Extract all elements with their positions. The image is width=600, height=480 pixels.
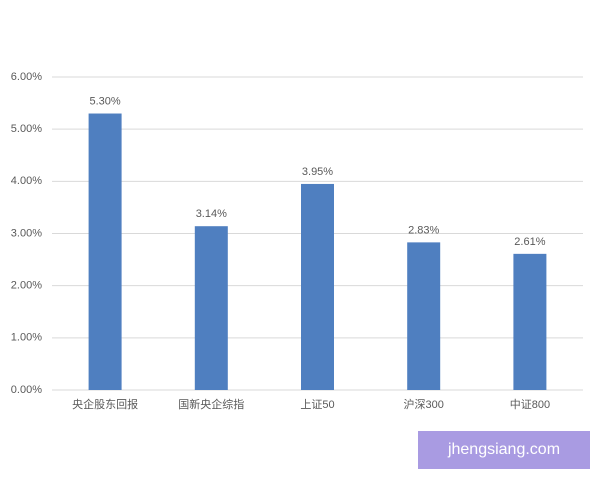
watermark-box xyxy=(418,431,590,469)
data-label: 5.30% xyxy=(89,95,120,107)
bar xyxy=(513,253,547,390)
y-tick-label: 3.00% xyxy=(11,227,42,239)
bar xyxy=(88,113,122,391)
bar xyxy=(194,226,228,390)
watermark: jhengsiang.com xyxy=(447,441,560,458)
bar xyxy=(407,242,441,390)
x-tick-label: 上证50 xyxy=(300,398,334,411)
y-tick-label: 4.00% xyxy=(11,175,42,187)
y-tick-label: 6.00% xyxy=(11,71,42,83)
x-tick-label: 国新央企综指 xyxy=(178,397,244,411)
data-label: 2.61% xyxy=(514,236,545,248)
y-tick-label: 5.00% xyxy=(11,123,42,135)
y-tick-label: 0.00% xyxy=(11,384,42,396)
bar xyxy=(301,183,334,390)
x-tick-label: 央企股东回报 xyxy=(72,397,138,411)
x-tick-label: 沪深300 xyxy=(404,397,444,411)
x-tick-label: 中证800 xyxy=(510,398,550,411)
y-tick-label: 2.00% xyxy=(11,280,42,292)
data-label: 2.83% xyxy=(408,224,439,236)
y-tick-label: 1.00% xyxy=(11,332,42,344)
data-label: 3.95% xyxy=(302,166,333,178)
data-label: 3.14% xyxy=(196,208,227,220)
